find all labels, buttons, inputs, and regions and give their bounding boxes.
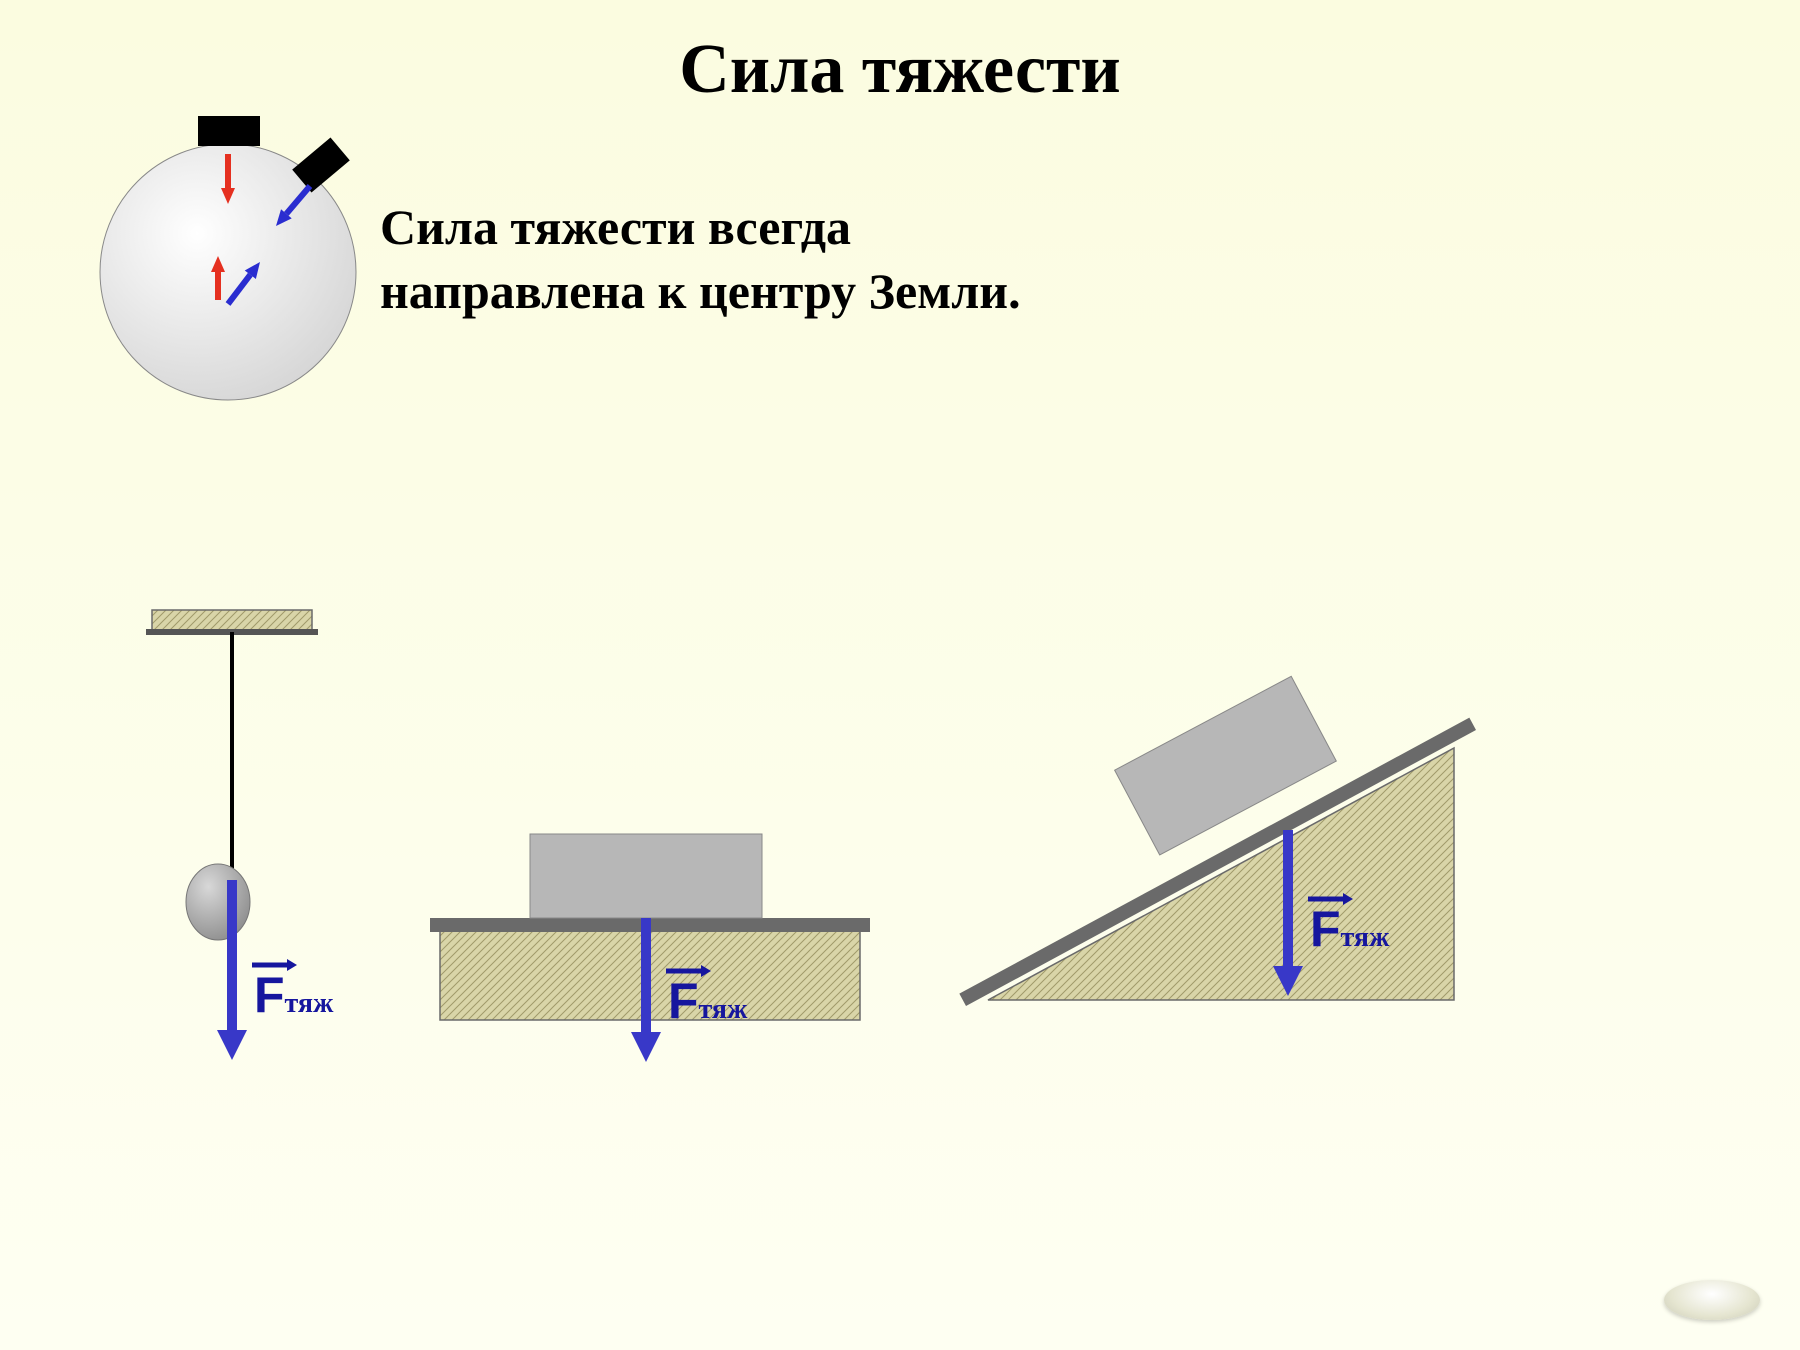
force-symbol: F [668, 973, 699, 1029]
subtitle-line1: Сила тяжести всегда [380, 199, 851, 255]
force-label-flat: Fтяж [668, 972, 747, 1030]
subtitle-line2: направлена к центру Земли. [380, 263, 1021, 319]
force-symbol: F [254, 967, 285, 1023]
force-subscript: тяж [285, 988, 334, 1019]
force-subscript: тяж [699, 994, 748, 1025]
page-title: Сила тяжести [0, 30, 1800, 110]
force-subscript: тяж [1341, 922, 1390, 953]
subtitle-text: Сила тяжести всегда направлена к центру … [380, 195, 1021, 323]
force-label-pendulum: Fтяж [254, 966, 333, 1024]
nav-next-button[interactable] [1664, 1280, 1760, 1320]
force-label-incline: Fтяж [1310, 900, 1389, 958]
force-symbol: F [1310, 901, 1341, 957]
